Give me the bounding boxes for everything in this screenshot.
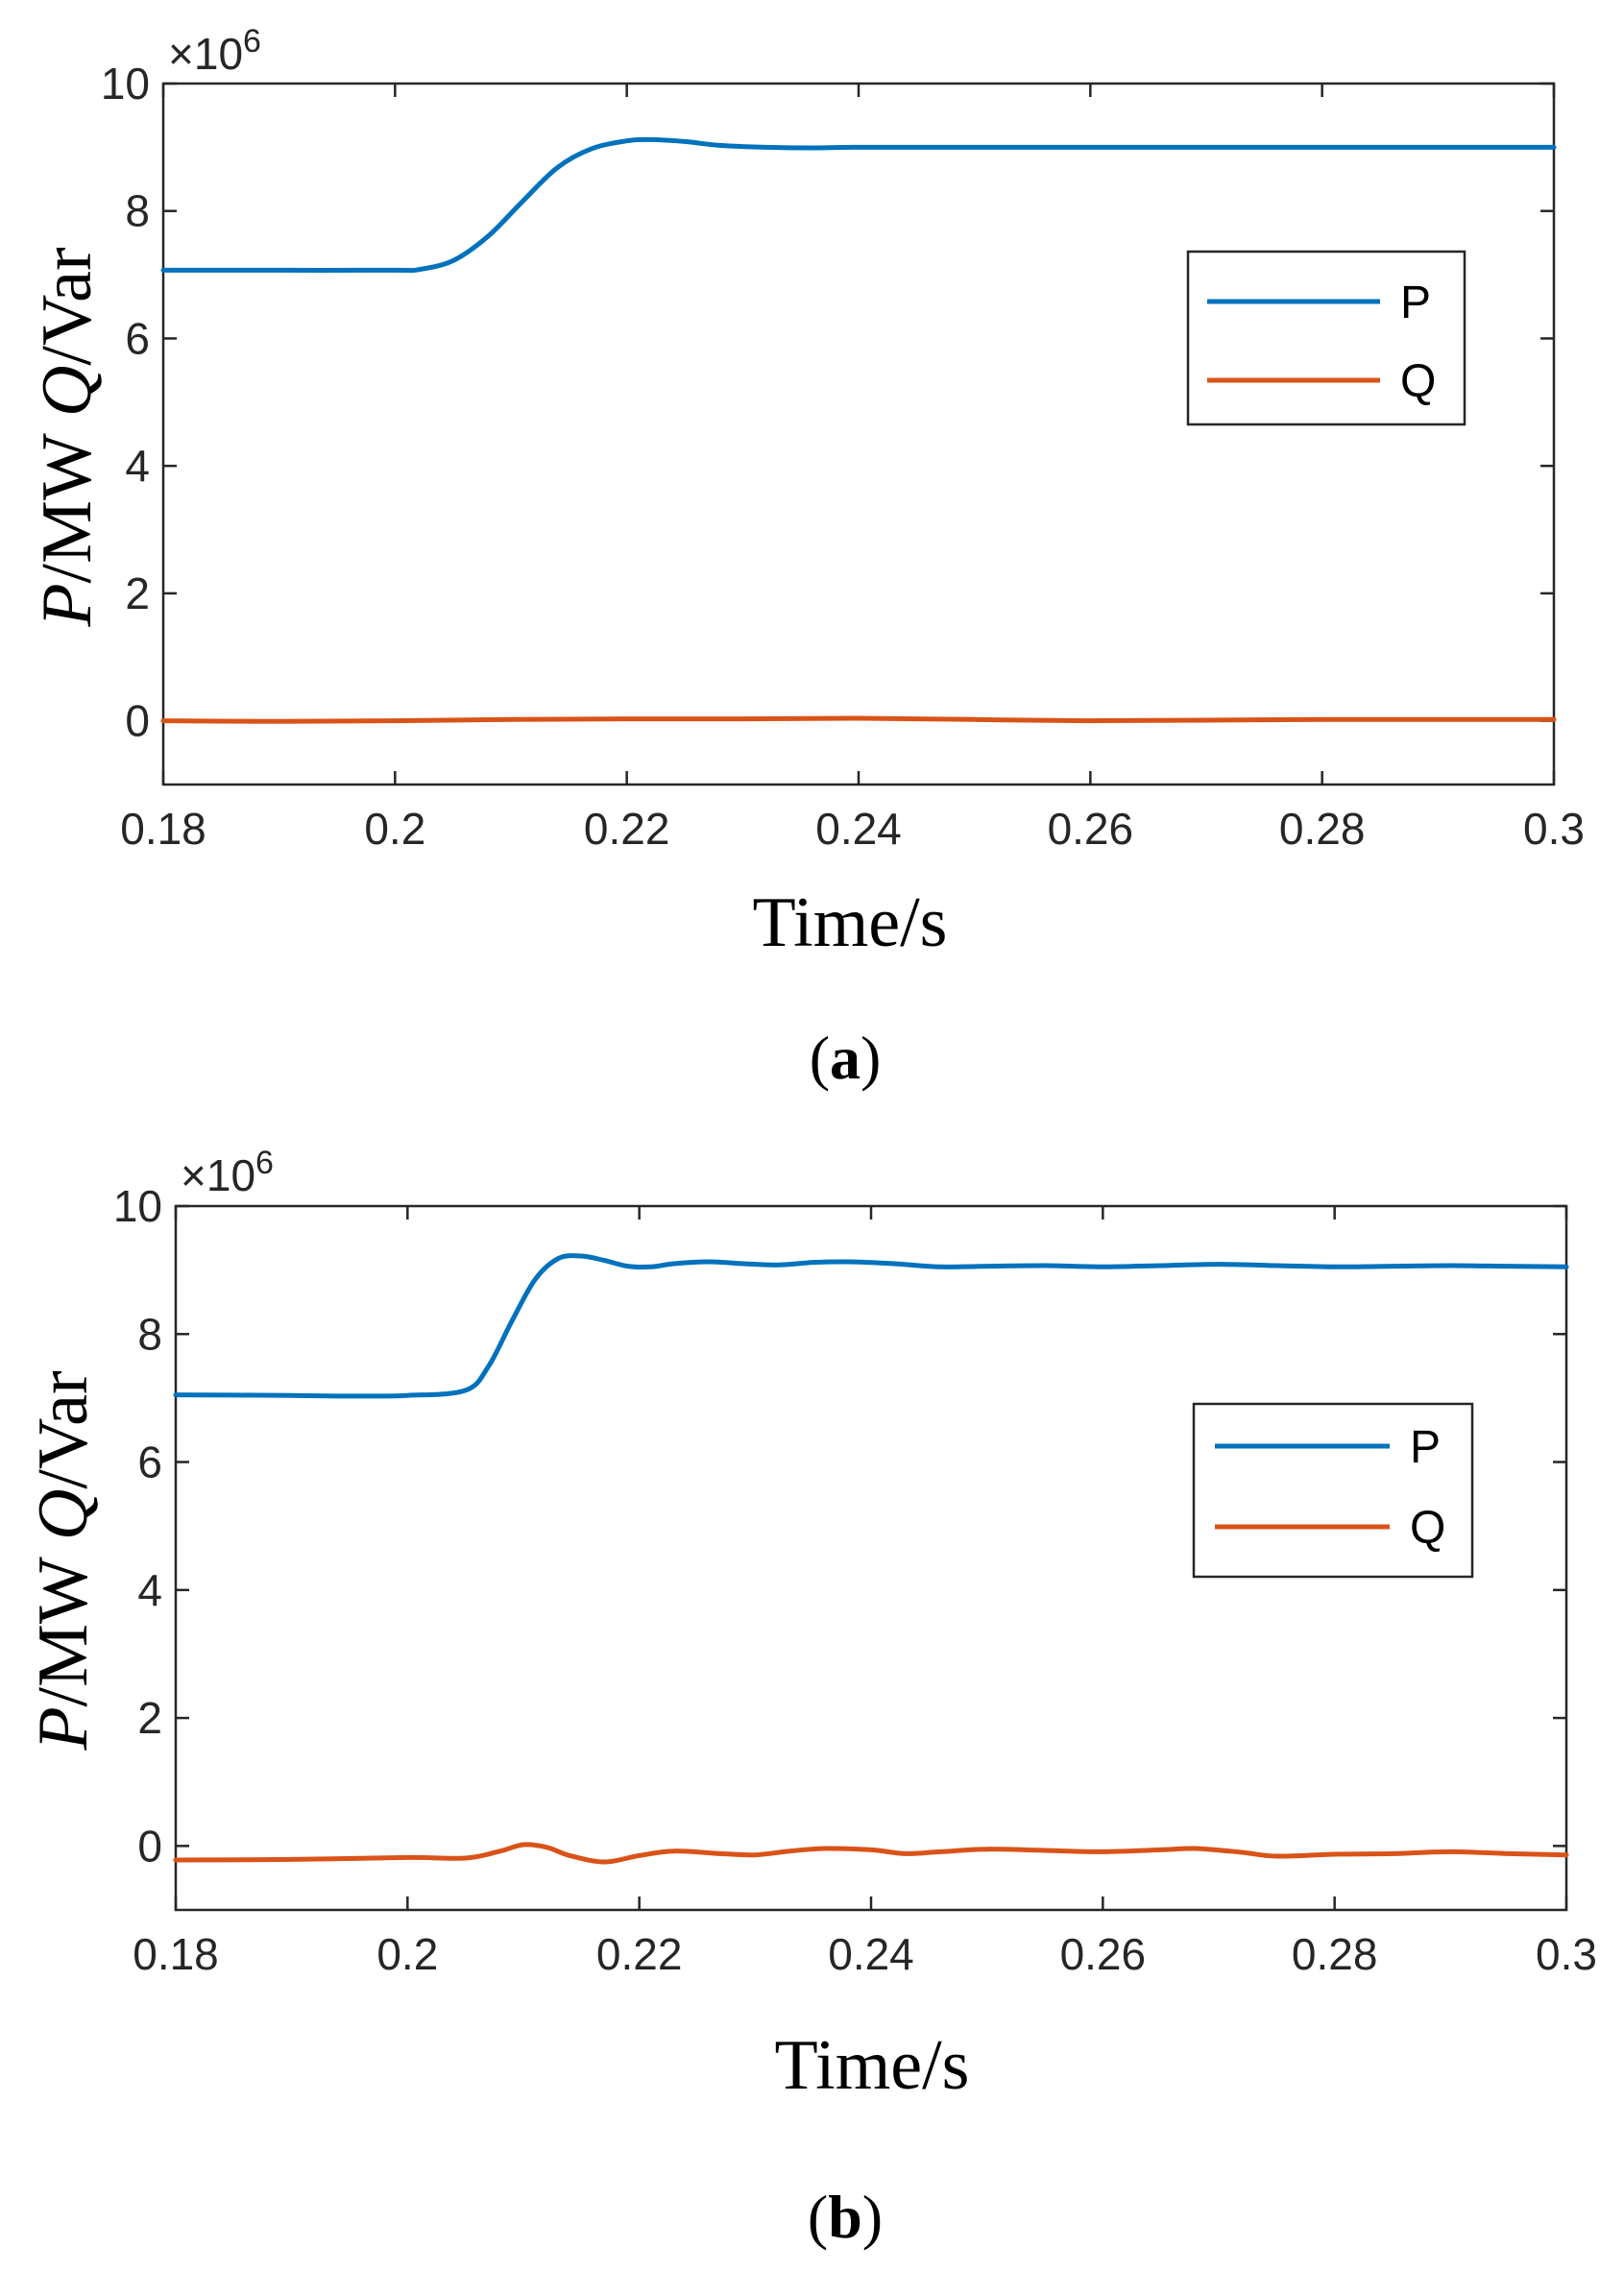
panel-b-legend: P Q: [1192, 1402, 1474, 1579]
panel-a-legend-box: [1186, 250, 1466, 426]
panel-a-x-tick-label: 0.2: [364, 804, 425, 854]
panel-a-x-tick-label: 0.22: [584, 804, 670, 854]
panel-a-series-p-line: [160, 136, 1557, 274]
panel-b-legend-box: [1192, 1402, 1474, 1579]
panel-a-x-tick-label: 0.3: [1523, 804, 1585, 854]
panel-a-exponent-label: ×106: [168, 23, 261, 79]
panel-b-legend-label-p: P: [1410, 1422, 1441, 1473]
panel-b-x-tick-label: 0.28: [1292, 1929, 1378, 1979]
panel-b-legend-label-q: Q: [1410, 1503, 1445, 1554]
panel-a-series-q-line: [160, 715, 1557, 724]
panel-a-legend-label-q: Q: [1400, 356, 1436, 407]
panel-a-y-tick-label: 8: [125, 186, 150, 236]
panel-b-x-tick-label: 0.3: [1536, 1929, 1597, 1979]
panel-b-x-axis-title: Time/s: [775, 2026, 970, 2105]
panel-b-y-ticks: 0 2 4 6 8 10: [113, 1181, 1566, 1871]
panel-b-y-tick-label: 0: [137, 1821, 162, 1871]
panel-a-legend: P Q: [1186, 250, 1466, 426]
panel-b-series-p-line: [173, 1253, 1569, 1399]
panel-a-y-tick-label: 0: [125, 696, 150, 746]
panel-a-caption: (a): [810, 1024, 882, 1092]
panel-b-x-tick-label: 0.24: [828, 1929, 914, 1979]
panel-b-y-tick-label: 6: [137, 1437, 162, 1487]
panel-b-caption: (b): [808, 2183, 883, 2251]
panel-a-y-tick-label: 2: [125, 568, 150, 618]
panel-a-x-tick-label: 0.18: [120, 804, 206, 854]
panel-b-y-tick-label: 2: [137, 1693, 162, 1743]
panel-b-y-tick-label: 8: [137, 1309, 162, 1359]
panel-b-y-tick-label: 10: [113, 1181, 162, 1231]
panel-b-y-tick-label: 4: [137, 1565, 162, 1615]
panel-b-y-axis-title: P/MW Q/Var: [24, 1370, 103, 1751]
panel-a-x-tick-label: 0.28: [1279, 804, 1366, 854]
panel-a-series-lines: [160, 136, 1557, 724]
panel-a-y-axis-title: P/MW Q/Var: [28, 247, 107, 627]
panel-a-x-ticks: 0.18 0.2 0.22 0.24 0.26 0.28 0.3: [120, 84, 1585, 854]
panel-a-y-ticks: 0 2 4 6 8 10: [101, 59, 1554, 746]
panel-a-y-tick-label: 10: [101, 59, 150, 109]
panel-a-y-tick-label: 6: [125, 313, 150, 363]
panel-b-x-tick-label: 0.2: [376, 1929, 438, 1979]
panel-a-x-tick-label: 0.24: [815, 804, 902, 854]
panel-b-x-ticks: 0.18 0.2 0.22 0.24 0.26 0.28 0.3: [133, 1206, 1597, 1979]
panel-a-x-tick-label: 0.26: [1048, 804, 1134, 854]
panel-b-x-tick-label: 0.26: [1060, 1929, 1147, 1979]
panel-b-series-lines: [173, 1253, 1569, 1865]
panel-b-series-q-line: [173, 1842, 1569, 1865]
panel-a-x-axis-title: Time/s: [753, 883, 948, 962]
panel-a-axes-box: [161, 82, 1556, 786]
panel-a-legend-label-p: P: [1400, 278, 1431, 328]
panel-a-y-tick-label: 4: [125, 441, 150, 491]
panel-b-x-tick-label: 0.22: [596, 1929, 683, 1979]
panel-b-x-tick-label: 0.18: [133, 1929, 219, 1979]
panel-b-exponent-label: ×106: [181, 1145, 274, 1200]
